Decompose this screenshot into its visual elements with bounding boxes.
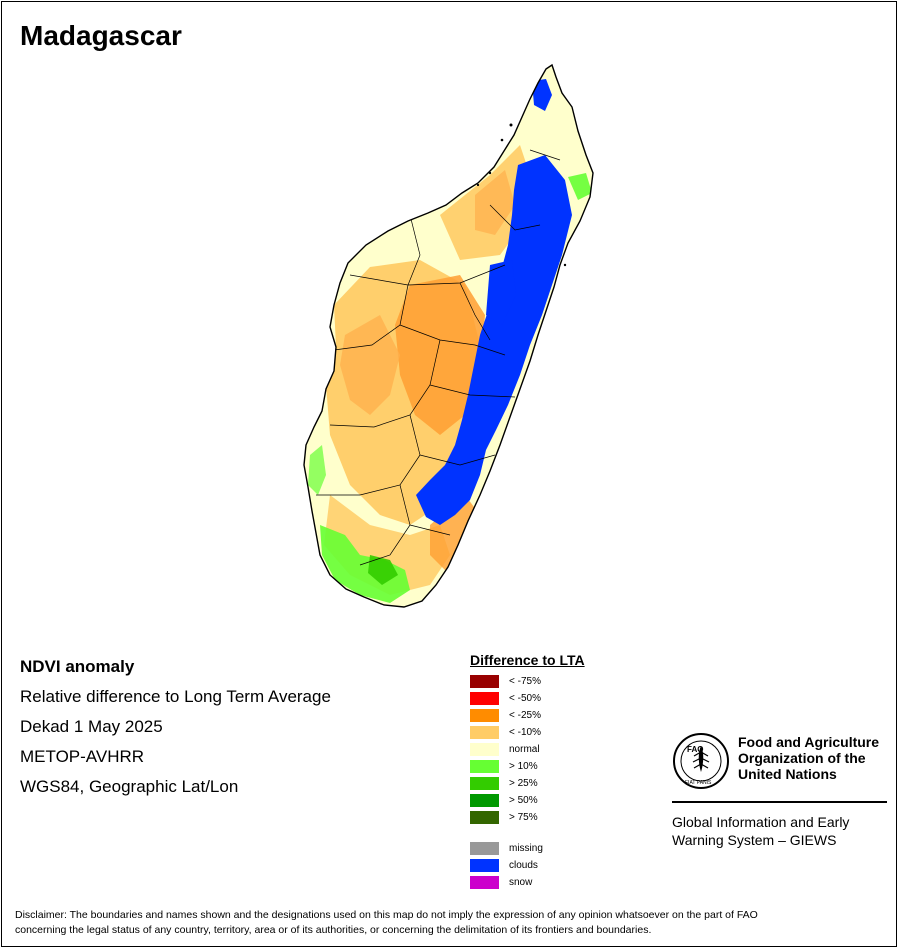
legend-swatch (470, 760, 499, 773)
legend-label: snow (509, 877, 533, 888)
clouds-central-east (486, 260, 516, 325)
org-name-line3: United Nations (738, 766, 837, 782)
divider (672, 801, 887, 803)
legend-row: > 25% (470, 775, 640, 792)
legend-swatch (470, 794, 499, 807)
map-info: NDVI anomaly Relative difference to Long… (20, 656, 440, 806)
legend-swatch (470, 842, 499, 855)
legend-swatch (470, 709, 499, 722)
clouds-northeast (532, 79, 552, 111)
logo-motto: FIAT PANIS (685, 780, 712, 786)
legend-other: missing clouds snow (470, 840, 640, 891)
product-name: NDVI anomaly (20, 657, 135, 676)
legend-row: < -50% (470, 690, 640, 707)
disclaimer-line2: concerning the legal status of any count… (15, 924, 652, 936)
projection: WGS84, Geographic Lat/Lon (20, 777, 239, 796)
admin-boundaries (316, 149, 561, 566)
legend-swatch (470, 675, 499, 688)
legend-swatch (470, 692, 499, 705)
sensor-name: METOP-AVHRR (20, 747, 145, 766)
legend-row: clouds (470, 857, 640, 874)
legend-swatch (470, 859, 499, 872)
legend-swatch (470, 743, 499, 756)
islet (488, 171, 492, 175)
legend-row: < -75% (470, 673, 640, 690)
islet (509, 123, 513, 127)
product-description: Relative difference to Long Term Average (20, 687, 331, 706)
legend-classes: < -75% < -50% < -25% < -10% normal > 10% > 25%… (470, 673, 640, 826)
legend-label: clouds (509, 860, 538, 871)
legend-row: missing (470, 840, 640, 857)
legend-label: < -50% (509, 693, 541, 704)
madagascar-map (303, 64, 594, 608)
islet (500, 138, 504, 142)
legend-label: > 75% (509, 812, 538, 823)
legend-label: > 25% (509, 778, 538, 789)
legend-swatch (470, 811, 499, 824)
legend-row: < -25% (470, 707, 640, 724)
organization-name: Food and Agriculture Organization of the… (738, 734, 879, 782)
legend-label: < -25% (509, 710, 541, 721)
legend-swatch (470, 777, 499, 790)
time-period: Dekad 1 May 2025 (20, 717, 163, 736)
legend-row: snow (470, 874, 640, 891)
fao-logo: FAO FIAT PANIS (673, 733, 729, 789)
legend-label: > 50% (509, 795, 538, 806)
system-name-line1: Global Information and Early (672, 814, 850, 830)
anomaly-plus25-south (368, 555, 398, 585)
islet (563, 263, 567, 267)
logo-text: FAO (687, 745, 703, 754)
anomaly-layer (308, 79, 592, 603)
map-title: Madagascar (20, 20, 182, 51)
legend-title: Difference to LTA (470, 652, 585, 668)
disclaimer: Disclaimer: The boundaries and names sho… (15, 908, 885, 938)
islet (476, 183, 480, 187)
legend-label: < -10% (509, 727, 541, 738)
legend: Difference to LTA < -75% < -50% < -25% < -1… (470, 651, 640, 891)
system-name-line2: Warning System – GIEWS (672, 832, 837, 848)
org-name-line2: Organization of the (738, 750, 866, 766)
legend-label: missing (509, 843, 543, 854)
anomaly-minus25-north (475, 170, 515, 235)
anomaly-plus10-northeast (568, 173, 592, 200)
system-name: Global Information and Early Warning Sys… (672, 813, 887, 849)
org-name-line1: Food and Agriculture (738, 734, 880, 750)
legend-swatch (470, 726, 499, 739)
legend-row: < -10% (470, 724, 640, 741)
anomaly-plus10-southwest (320, 525, 410, 603)
legend-row: normal (470, 741, 640, 758)
legend-row: > 10% (470, 758, 640, 775)
anomaly-minus25-central (395, 275, 485, 435)
anomaly-plus10-west-coast (308, 445, 326, 495)
anomaly-minus25-west (340, 315, 400, 415)
anomaly-minus25-southeast (430, 495, 480, 570)
legend-label: < -75% (509, 676, 541, 687)
clouds-east-band (416, 155, 572, 525)
legend-swatch (470, 876, 499, 889)
legend-label: normal (509, 744, 540, 755)
legend-label: > 10% (509, 761, 538, 772)
legend-row: > 50% (470, 792, 640, 809)
disclaimer-line1: Disclaimer: The boundaries and names sho… (15, 909, 758, 921)
legend-row: > 75% (470, 809, 640, 826)
